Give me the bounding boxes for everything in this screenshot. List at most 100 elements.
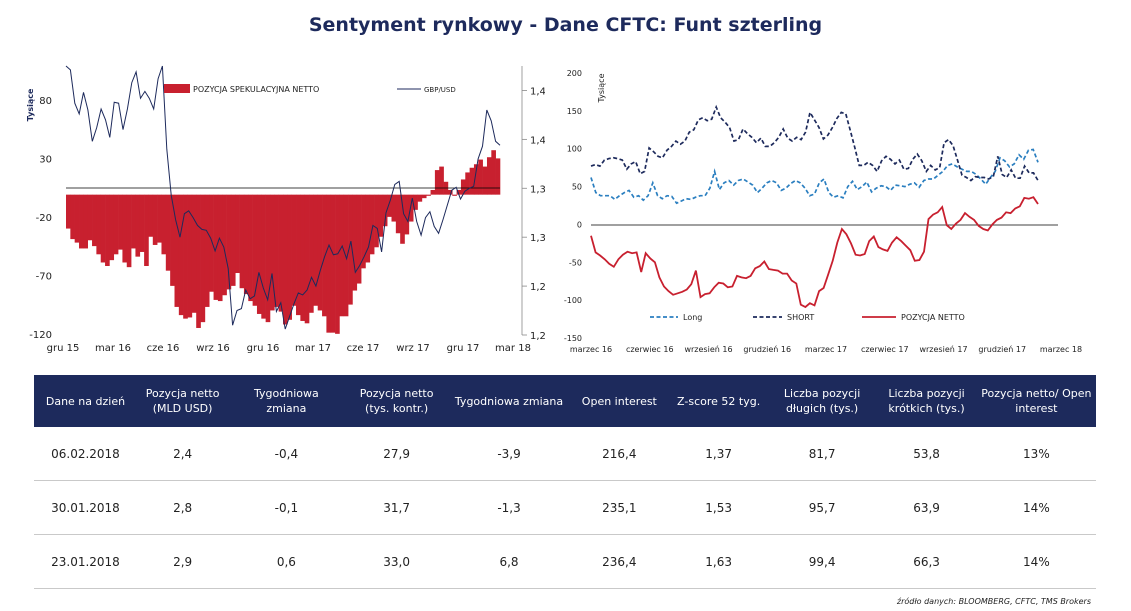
net-position-bar (122, 194, 128, 263)
net-position-bar (313, 194, 319, 306)
net-position-bar (296, 194, 301, 316)
net-position-bar (79, 194, 84, 249)
net-position-bar (447, 189, 453, 195)
right-chart-y-tick-label: 0 (577, 220, 582, 229)
table-row: 06.02.2018 2,4 -0,4 27,9 -3,9 216,4 1,37… (34, 427, 1096, 481)
net-position-bar (252, 194, 258, 306)
net-position-bar (382, 194, 388, 227)
right-chart-x-axis-labels: marzec 16 czerwiec 16 wrzesień 16 grudzień … (570, 345, 1082, 354)
net-position-bar (309, 194, 314, 313)
net-position-bar (417, 194, 423, 202)
right-chart-y-tick-label: 200 (567, 69, 582, 78)
header-date: Dane na dzień (34, 375, 137, 427)
net-position-bar (187, 194, 193, 318)
cell-long-positions: 99,4 (767, 534, 877, 589)
legend-label-short: SHORT (787, 313, 814, 322)
net-position-bar (135, 194, 141, 257)
net-position-bar (230, 194, 236, 286)
cell-open-interest: 216,4 (569, 427, 670, 481)
right-chart-x-tick-label: grudzień 17 (978, 345, 1026, 354)
net-position-bar (87, 194, 93, 241)
right-chart-y-tick-label: 150 (567, 107, 582, 116)
right-chart-y-tick-label: 100 (567, 145, 582, 154)
x-tick-label: cze 16 (147, 343, 180, 354)
cell-net-oi-ratio: 14% (976, 534, 1096, 589)
net-position-bar (209, 194, 214, 292)
net-position-bar (191, 194, 197, 313)
net-position-bar (365, 194, 371, 263)
net-position-bar (243, 194, 249, 295)
cell-short-positions: 66,3 (876, 534, 977, 589)
net-position-bar (222, 194, 227, 296)
net-position-bar (217, 194, 223, 302)
net-position-bar (157, 194, 162, 243)
net-position-bar (335, 194, 340, 334)
left-y-label: Tysiące (26, 88, 35, 121)
right-y-tick-label: 1,25 (530, 282, 545, 293)
net-position-bar (378, 194, 384, 237)
net-position-bar (495, 158, 501, 195)
net-position-bar (152, 194, 158, 245)
net-position-bar (300, 194, 305, 321)
net-position-bar (473, 164, 479, 195)
net-position-bar (269, 194, 275, 311)
legend-label-gbpusd: GBP/USD (424, 86, 456, 94)
net-position-bar (426, 194, 431, 196)
net-position-bar (491, 150, 496, 195)
legend-label-net: POZYCJA SPEKULACYJNA NETTO (193, 85, 319, 94)
cell-open-interest: 236,4 (569, 534, 670, 589)
net-position-bar (304, 194, 310, 324)
header-zscore: Z-score 52 tyg. (669, 375, 768, 427)
cell-net-oi-ratio: 14% (976, 480, 1096, 535)
table-row: 30.01.2018 2,8 -0,1 31,7 -1,3 235,1 1,53… (34, 480, 1096, 535)
net-position-bar (456, 189, 462, 195)
net-position-bar (486, 157, 492, 195)
net-position-bar (343, 194, 349, 317)
net-position-bar (144, 194, 149, 266)
net-position-bar (330, 194, 336, 333)
table-row: 23.01.2018 2,9 0,6 33,0 6,8 236,4 1,63 9… (34, 534, 1096, 589)
x-tick-label: mar 16 (95, 343, 131, 354)
cell-long-positions: 81,7 (767, 427, 877, 481)
net-position-bar (361, 194, 366, 269)
net-position-bar (395, 194, 401, 234)
cell-weekly-change-usd: 0,6 (228, 534, 345, 589)
right-y-tick-label: 1,40 (530, 135, 545, 146)
net-position-bar (248, 194, 253, 302)
x-tick-label: mar 17 (295, 343, 331, 354)
net-position-bar (131, 194, 136, 249)
right-y-axis: 1,45 1,40 1,35 1,30 1,25 1,20 (522, 86, 545, 342)
x-tick-label: gru 15 (47, 343, 80, 354)
net-position-bar (256, 194, 262, 314)
long-short-net-chart: Tysiące 200 150 100 50 0 -50 -100 -150 Long SHO… (564, 69, 1082, 354)
right-chart-x-tick-label: grudzień 16 (743, 345, 791, 354)
net-position-bar (178, 194, 184, 316)
net-position-bar (274, 194, 279, 307)
net-position-bar (105, 194, 110, 266)
net-position-bar (291, 194, 297, 306)
cell-date: 06.02.2018 (34, 427, 137, 481)
net-position-bar (261, 194, 266, 319)
cell-net-oi-ratio: 13% (976, 427, 1096, 481)
header-long-positions: Liczba pozycji długich (tys.) (767, 375, 877, 427)
legend-label-long: Long (683, 313, 702, 322)
cell-net-usd: 2,4 (136, 427, 229, 481)
cell-weekly-change-usd: -0,1 (228, 480, 345, 535)
net-position-bar (283, 194, 288, 325)
net-position-bar (452, 194, 457, 196)
table-header-row: Dane na dzień Pozycja netto (MLD USD) Ty… (34, 375, 1096, 427)
long-series-line (590, 148, 1039, 205)
cell-open-interest: 235,1 (569, 480, 670, 535)
header-net-contracts: Pozycja netto (tys. kontr.) (344, 375, 449, 427)
x-tick-label: mar 18 (495, 343, 531, 354)
cell-weekly-change-contracts: -3,9 (448, 427, 570, 481)
page-title: Sentyment rynkowy - Dane CFTC: Funt szte… (308, 14, 823, 36)
header-net-oi-ratio: Pozycja netto/ Open interest (976, 375, 1096, 427)
right-chart-legend: Long SHORT POZYCJA NETTO (650, 313, 965, 322)
left-y-axis: Tysiące 80 30 -20 -70 -120 (26, 88, 52, 341)
left-y-tick-label: 30 (39, 155, 52, 166)
header-net-usd: Pozycja netto (MLD USD) (136, 375, 229, 427)
net-position-bar (352, 194, 358, 291)
net-position-bar (348, 194, 353, 305)
x-tick-label: cze 17 (347, 343, 380, 354)
